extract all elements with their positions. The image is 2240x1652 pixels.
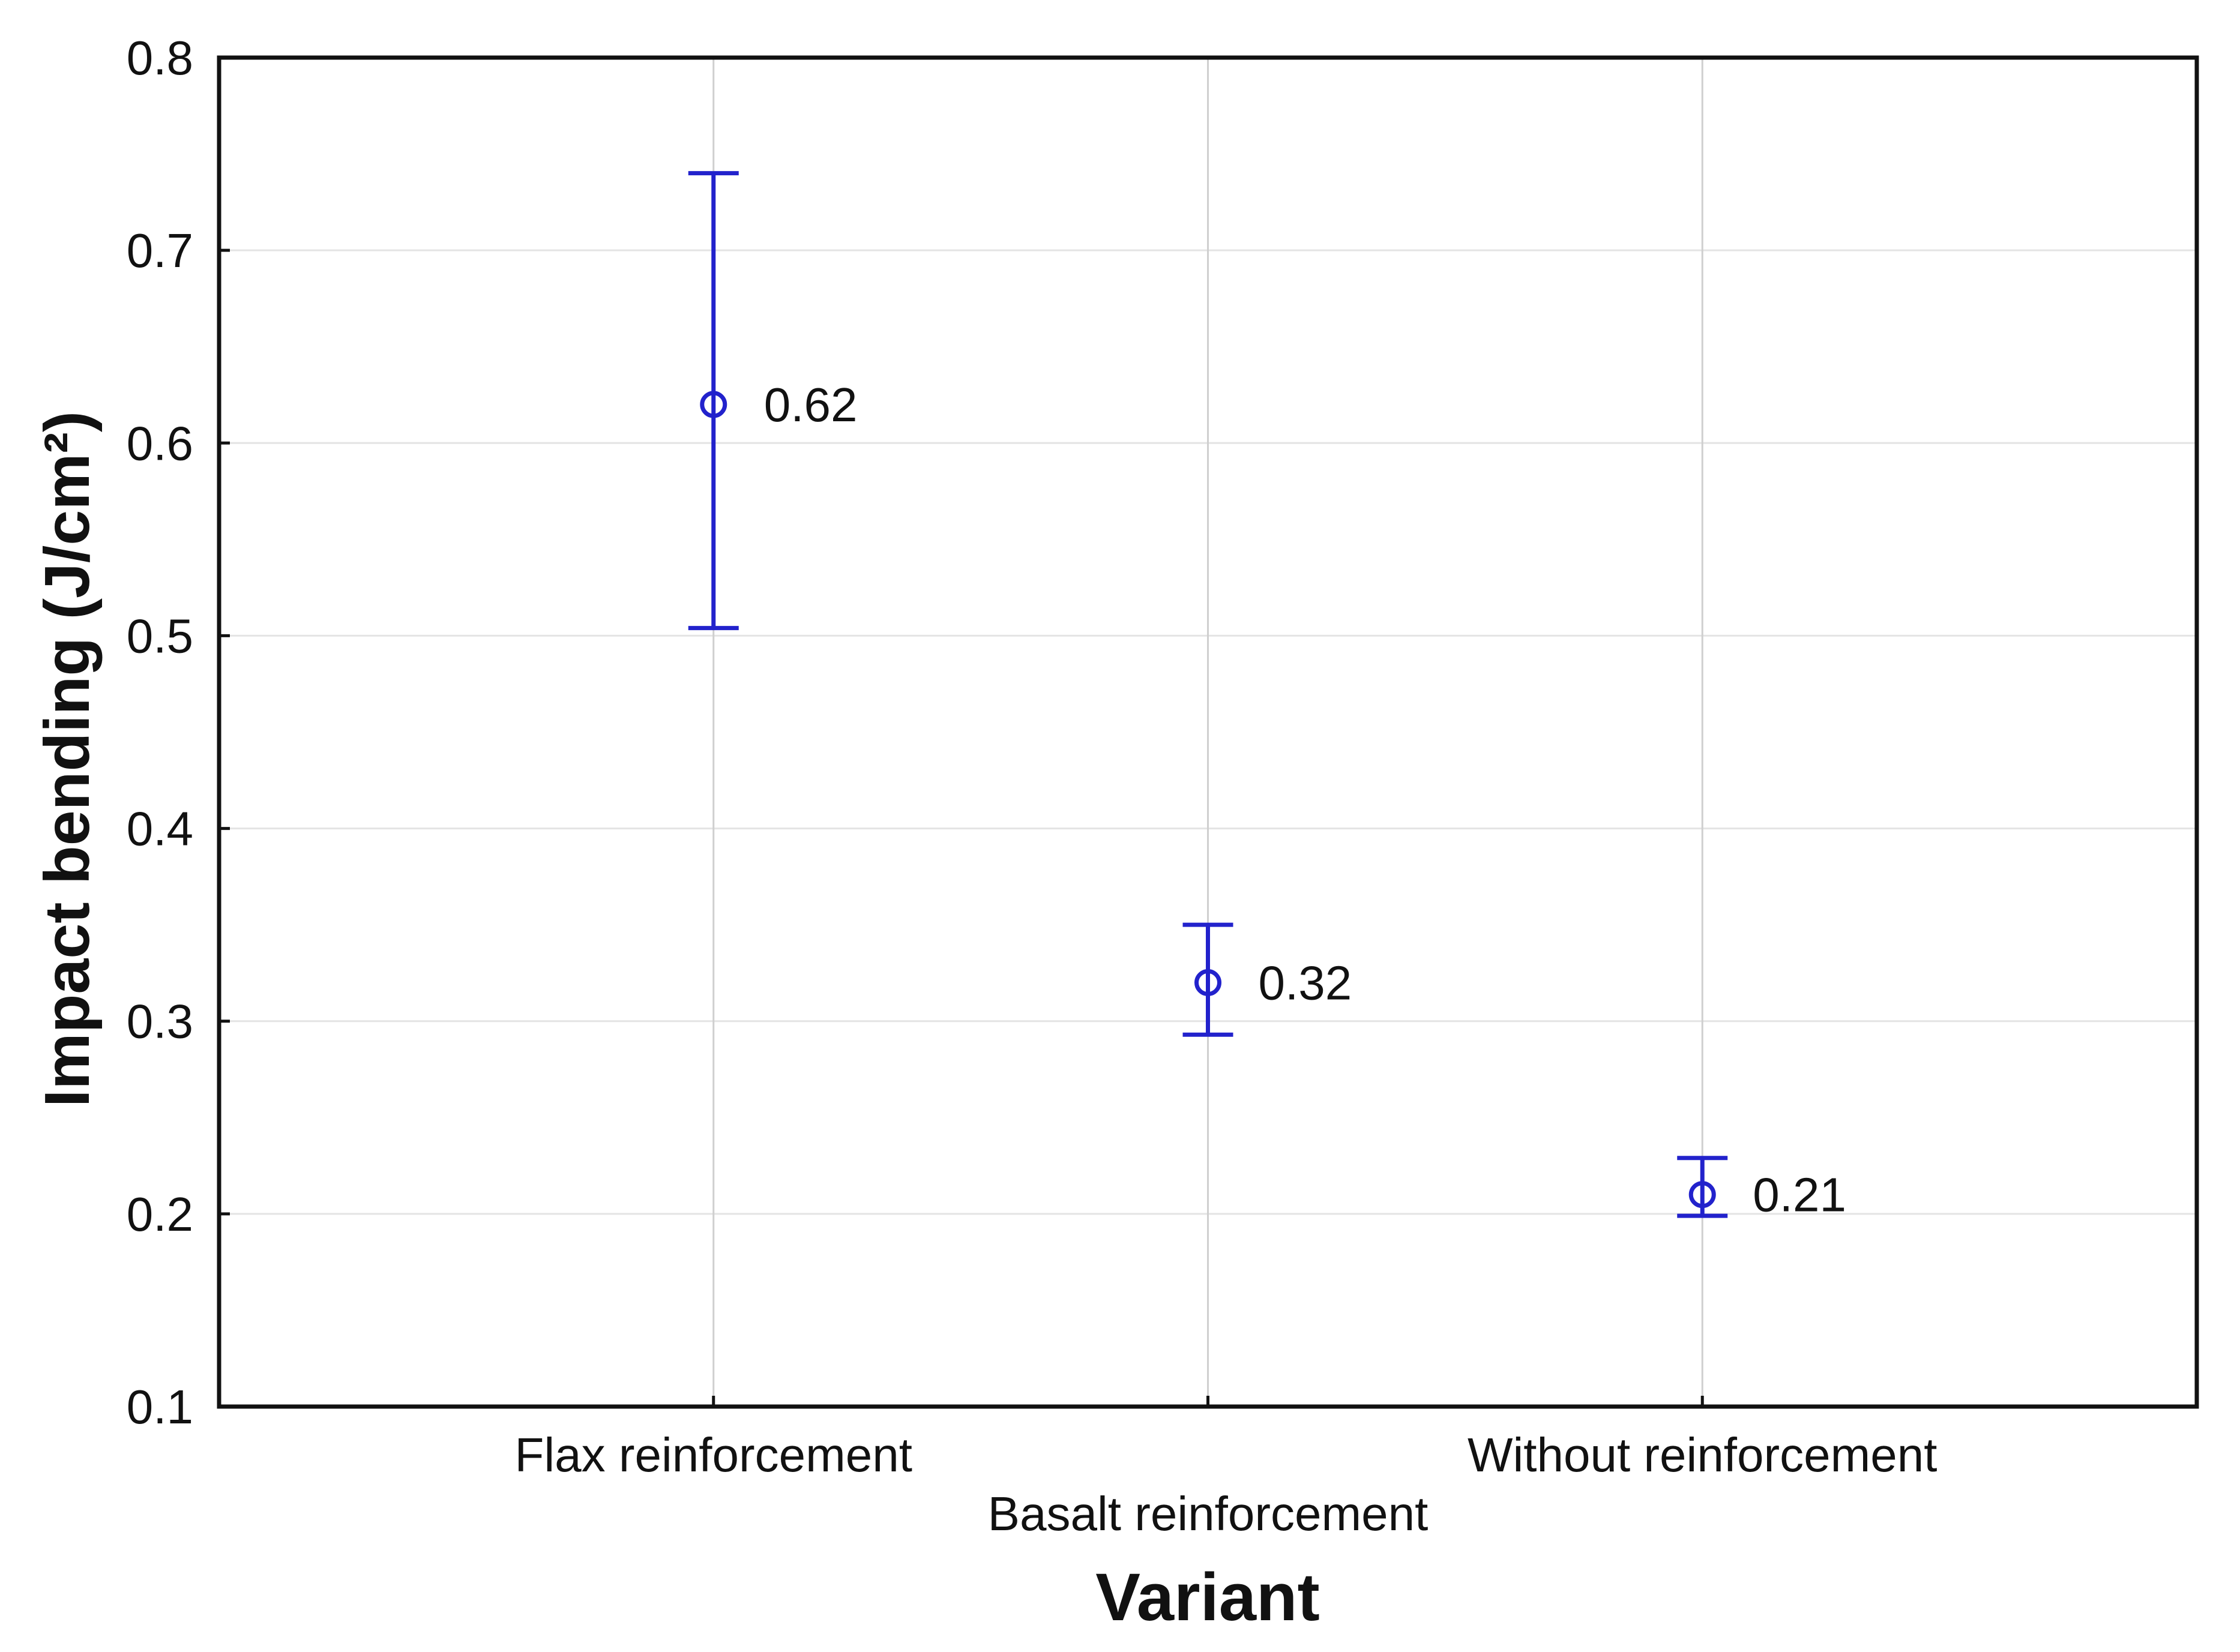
gridlines-layer <box>219 58 2197 1407</box>
point-value-label: 0.32 <box>1259 956 1352 1009</box>
y-tick-label: 0.8 <box>127 31 193 85</box>
data-point-group <box>688 171 739 631</box>
x-category-label: Without reinforcement <box>1468 1428 1937 1482</box>
mean-marker <box>1194 969 1221 996</box>
tick-labels-layer: 0.1 0.2 0.3 0.4 0.5 0.6 0.7 0.8 <box>127 31 193 1434</box>
mean-marker <box>1688 1181 1716 1209</box>
y-axis-title: Impact bending (J/cm²) <box>32 411 103 1107</box>
series-layer <box>688 171 1728 1218</box>
data-point-group <box>1182 922 1233 1037</box>
point-labels-layer: 0.62 0.32 0.21 <box>764 378 1846 1222</box>
point-value-label: 0.21 <box>1753 1168 1846 1222</box>
x-category-label: Basalt reinforcement <box>988 1487 1429 1540</box>
mean-marker <box>700 391 727 418</box>
point-value-label: 0.62 <box>764 378 858 431</box>
y-tick-label: 0.2 <box>127 1188 193 1241</box>
x-axis-title: Variant <box>1095 1560 1320 1635</box>
plot-frame <box>217 55 2199 1409</box>
y-tick-label: 0.7 <box>127 224 193 277</box>
y-tick-label: 0.3 <box>127 995 193 1048</box>
data-point-group <box>1677 1156 1728 1218</box>
y-tick-label: 0.4 <box>127 802 193 856</box>
category-labels-layer: Flax reinforcement Basalt reinforcement Wi… <box>515 1428 1937 1540</box>
y-tick-label: 0.6 <box>127 416 193 470</box>
x-category-label: Flax reinforcement <box>515 1428 912 1482</box>
y-tick-label: 0.1 <box>127 1380 193 1434</box>
y-tick-label: 0.5 <box>127 609 193 662</box>
